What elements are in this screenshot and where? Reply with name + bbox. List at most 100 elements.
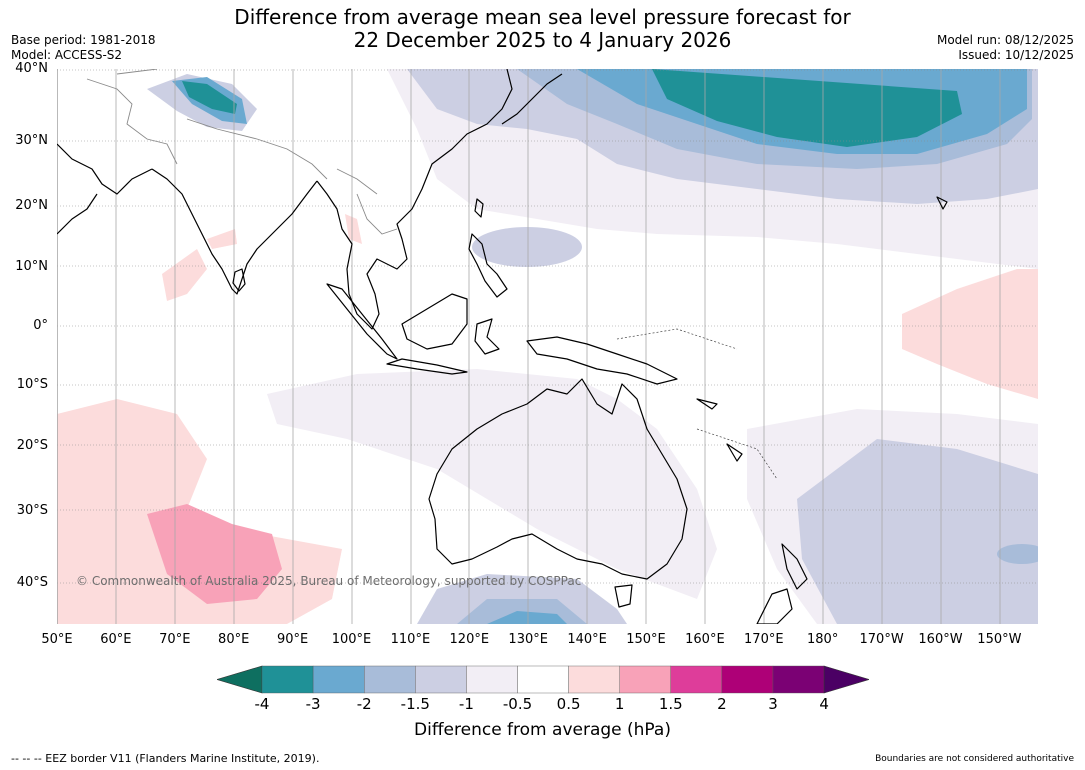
negative-anomaly-south-pacific-core	[997, 544, 1038, 564]
coast-hawaii	[936, 196, 948, 210]
copyright-notice: © Commonwealth of Australia 2025, Bureau…	[76, 574, 582, 588]
coast-borneo	[401, 293, 468, 350]
lon-label: 180°	[807, 632, 839, 647]
lat-label: 10°N	[15, 259, 48, 274]
coast-sumatra	[326, 283, 398, 360]
coast-arabia	[57, 143, 153, 195]
negative-anomaly-south-indian-3	[487, 611, 567, 624]
lon-label: 170°E	[744, 632, 784, 647]
colorbar-segment	[619, 665, 672, 694]
colorbar-tick-label: 1.5	[658, 695, 683, 713]
negative-anomaly-tibet-3	[182, 81, 237, 114]
coast-tasmania	[614, 584, 633, 608]
lon-label: 100°E	[331, 632, 372, 647]
coast-new-zealand-south	[756, 588, 793, 624]
coast-java	[386, 358, 468, 375]
lon-label: 80°E	[218, 632, 250, 647]
negative-anomaly-australia-interior	[557, 449, 667, 549]
lat-label: 10°S	[16, 377, 48, 392]
coast-australia	[428, 378, 688, 580]
colorbar-segment	[466, 665, 518, 694]
lat-label: 20°N	[15, 198, 48, 213]
coast-sulawesi	[474, 318, 500, 355]
colorbar-label: Difference from average (hPa)	[414, 720, 671, 740]
negative-anomaly-philippines	[472, 227, 582, 267]
colorbar-tick-label: 4	[819, 695, 829, 713]
model-name: Model: ACCESS-S2	[11, 48, 123, 62]
lon-label: 120°E	[449, 632, 490, 647]
colorbar-extend-low	[217, 665, 263, 694]
colorbar-tick-label: 2	[717, 695, 727, 713]
coastlines	[57, 69, 948, 624]
colorbar-segment	[721, 665, 774, 694]
coast-indochina	[316, 69, 513, 330]
lon-label: 170°W	[859, 632, 904, 647]
positive-anomaly-arabian-sea	[162, 249, 207, 301]
coast-new-caledonia	[726, 443, 743, 462]
lon-label: 160°W	[918, 632, 963, 647]
negative-anomaly-north-pacific-5	[652, 69, 962, 147]
colorbar-segment	[568, 665, 620, 694]
eez-border-note: -- -- -- EEZ border V11 (Flanders Marine…	[11, 752, 320, 765]
country-borders	[86, 69, 398, 235]
lon-label: 90°E	[276, 632, 309, 647]
colorbar-tick-label: -4	[254, 695, 270, 713]
colorbar-tick-label: -3	[305, 695, 321, 713]
colorbar-segment	[363, 665, 416, 694]
colorbar-segment	[670, 665, 723, 694]
colorbar-tick-label: -1	[458, 695, 474, 713]
colorbar-tick-label: 1	[614, 695, 625, 713]
colorbar-segment	[261, 665, 314, 694]
coast-philippines	[468, 233, 508, 298]
lon-label: 130°E	[508, 632, 548, 647]
lon-label: 110°E	[390, 632, 431, 647]
coast-new-guinea	[526, 336, 678, 385]
negative-anomaly-south-pacific-2	[797, 439, 1038, 624]
lon-label: 50°E	[41, 632, 73, 647]
coast-solomon	[696, 398, 718, 410]
lon-label: 60°E	[100, 632, 132, 647]
colorbar-tick-label: 0.5	[556, 695, 581, 713]
colorbar-tick-label: -1.5	[400, 695, 430, 713]
chart-title-line-1: Difference from average mean sea level p…	[234, 5, 851, 29]
issued-date: Issued: 10/12/2025	[958, 48, 1074, 62]
positive-anomaly-central-pacific	[902, 269, 1038, 399]
coast-oman	[57, 193, 98, 235]
coast-japan	[501, 73, 563, 125]
positive-anomaly-southwest-indian-core	[147, 504, 282, 604]
meridians	[57, 69, 1001, 624]
lat-label: 30°N	[15, 133, 48, 148]
map-canvas	[57, 69, 1038, 624]
lon-label: 140°E	[567, 632, 607, 647]
colorbar-tick-label: 3	[768, 695, 778, 713]
lat-label: 20°S	[16, 438, 48, 453]
lon-label: 160°E	[685, 632, 725, 647]
coast-taiwan	[474, 198, 484, 218]
colorbar-segment	[415, 665, 467, 694]
colorbar-extend-high	[823, 665, 869, 694]
lon-label: 150°W	[977, 632, 1022, 647]
lat-label: 0°	[33, 318, 48, 333]
base-period: Base period: 1981-2018	[11, 33, 156, 47]
colorbar	[217, 665, 869, 694]
model-run-date: Model run: 08/12/2025	[936, 33, 1074, 47]
positive-anomaly-indochina	[345, 214, 362, 244]
lat-label: 40°N	[15, 61, 48, 76]
chart-title-line-2: 22 December 2025 to 4 January 2026	[353, 28, 732, 52]
lat-label: 30°S	[16, 503, 48, 518]
lat-label: 40°S	[16, 575, 48, 590]
eez-borders	[616, 328, 778, 480]
colorbar-segment	[517, 665, 569, 694]
lon-label: 150°E	[626, 632, 666, 647]
lon-label: 70°E	[159, 632, 191, 647]
coast-sri-lanka	[232, 268, 246, 292]
colorbar-segment	[312, 665, 365, 694]
coast-india	[151, 168, 318, 295]
boundaries-disclaimer: Boundaries are not considered authoritat…	[875, 754, 1074, 764]
colorbar-tick-label: -0.5	[502, 695, 533, 713]
positive-anomaly-india	[207, 229, 237, 249]
colorbar-segment	[772, 665, 825, 694]
colorbar-tick-label: -2	[356, 695, 372, 713]
pressure-anomaly-map	[57, 69, 1038, 624]
coast-new-zealand-north	[781, 543, 808, 590]
